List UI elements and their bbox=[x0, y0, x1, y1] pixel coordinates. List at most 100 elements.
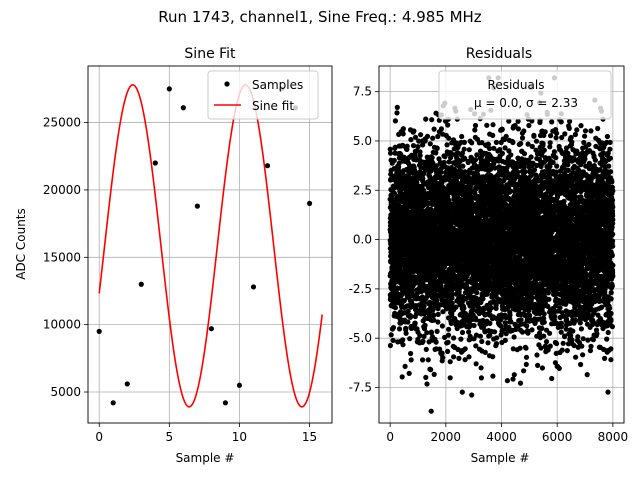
sine-fit-xtick-label: 0 bbox=[95, 430, 103, 444]
figure-suptitle: Run 1743, channel1, Sine Freq.: 4.985 MH… bbox=[158, 8, 482, 26]
residual-point bbox=[469, 392, 475, 398]
residual-point bbox=[435, 319, 441, 325]
residual-point bbox=[494, 335, 500, 341]
residual-point bbox=[479, 338, 485, 345]
residual-point bbox=[407, 313, 413, 319]
legend-samples-label: Samples bbox=[252, 78, 303, 92]
sine-fit-xtick-label: 10 bbox=[232, 430, 247, 444]
sine-fit-ytick-label: 5000 bbox=[50, 385, 81, 399]
residual-point bbox=[424, 330, 430, 336]
residual-point bbox=[411, 128, 417, 134]
sample-point bbox=[194, 203, 200, 209]
residual-point bbox=[402, 363, 408, 369]
residual-point bbox=[518, 140, 524, 147]
sample-point bbox=[222, 400, 229, 406]
sample-point bbox=[264, 163, 271, 169]
residual-point bbox=[401, 154, 407, 160]
residual-point bbox=[435, 133, 441, 140]
residual-point bbox=[390, 325, 397, 331]
residual-point bbox=[493, 341, 500, 347]
residual-point bbox=[431, 371, 437, 377]
residual-point bbox=[425, 357, 431, 363]
residual-point bbox=[517, 345, 523, 351]
residual-point bbox=[424, 381, 430, 387]
residual-point bbox=[392, 144, 398, 150]
residual-point bbox=[423, 346, 429, 352]
residual-point bbox=[469, 140, 475, 146]
residual-point bbox=[499, 150, 505, 156]
residual-point bbox=[422, 322, 428, 328]
residual-point bbox=[438, 126, 444, 132]
residual-point bbox=[504, 378, 510, 384]
residual-point bbox=[511, 372, 517, 378]
sample-point bbox=[306, 200, 313, 207]
residual-point bbox=[458, 336, 464, 342]
residual-point bbox=[487, 320, 493, 326]
residual-point bbox=[472, 122, 479, 129]
residual-point bbox=[445, 348, 451, 354]
residual-point bbox=[507, 312, 513, 318]
sample-point bbox=[236, 382, 243, 388]
residual-point bbox=[474, 290, 480, 296]
residual-point bbox=[400, 337, 406, 343]
residual-point bbox=[409, 300, 415, 306]
sine-fit-line bbox=[98, 84, 323, 408]
sample-point bbox=[250, 284, 257, 290]
residual-point bbox=[510, 376, 516, 382]
residual-point bbox=[449, 295, 455, 301]
residual-point bbox=[403, 325, 409, 331]
residual-point bbox=[428, 408, 434, 414]
residual-point bbox=[447, 375, 453, 381]
residual-point bbox=[490, 132, 496, 138]
sine-fit-axes-frame bbox=[87, 65, 333, 424]
residual-point bbox=[478, 375, 484, 381]
sine-fit-xlabel: Sample # bbox=[176, 451, 235, 465]
residual-point bbox=[485, 340, 491, 346]
residual-point bbox=[392, 305, 399, 311]
residual-point bbox=[429, 155, 435, 161]
residual-point bbox=[510, 139, 516, 146]
residual-point bbox=[431, 312, 437, 318]
residual-point bbox=[466, 147, 472, 153]
residual-point bbox=[490, 354, 496, 360]
sample-point bbox=[110, 400, 116, 406]
residual-point bbox=[451, 335, 457, 341]
residual-point bbox=[445, 332, 452, 338]
residual-point bbox=[412, 134, 419, 140]
residual-point bbox=[429, 117, 435, 123]
residual-point bbox=[502, 337, 508, 343]
residual-point bbox=[518, 317, 524, 323]
residual-point bbox=[405, 319, 411, 325]
residual-point bbox=[493, 139, 499, 145]
sine-fit-plot-area bbox=[96, 84, 323, 408]
residual-point bbox=[490, 122, 496, 128]
residual-point bbox=[471, 322, 477, 329]
residual-point bbox=[521, 128, 527, 134]
sine-fit-ytick-label: 15000 bbox=[43, 250, 81, 264]
residual-point bbox=[477, 333, 483, 339]
residual-point bbox=[407, 336, 413, 342]
residual-point bbox=[445, 339, 451, 345]
residual-point bbox=[456, 355, 462, 361]
residual-point bbox=[438, 169, 444, 175]
sine-fit-legend-box bbox=[207, 70, 319, 120]
sample-point bbox=[138, 281, 144, 287]
residual-point bbox=[461, 139, 467, 145]
residual-point bbox=[472, 157, 479, 163]
sample-point bbox=[96, 328, 102, 334]
residual-point bbox=[499, 127, 505, 133]
residual-point bbox=[431, 126, 437, 132]
residual-point bbox=[434, 145, 440, 151]
residual-point bbox=[388, 171, 394, 177]
residual-point bbox=[418, 132, 424, 138]
residual-point bbox=[408, 357, 414, 363]
residual-point bbox=[462, 169, 468, 175]
residual-point bbox=[448, 320, 454, 326]
residual-point bbox=[446, 326, 452, 332]
residual-point bbox=[420, 357, 426, 363]
residual-point bbox=[392, 118, 398, 124]
residual-point bbox=[459, 389, 465, 395]
residual-point bbox=[410, 143, 417, 149]
sample-point bbox=[166, 86, 172, 92]
